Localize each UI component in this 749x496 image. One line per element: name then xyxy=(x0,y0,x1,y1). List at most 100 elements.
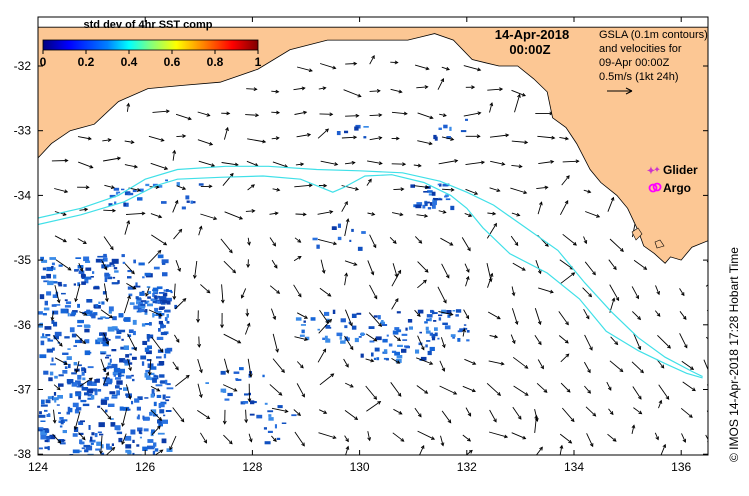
velocity-arrow xyxy=(271,111,280,114)
velocity-arrow xyxy=(536,382,548,393)
velocity-arrow xyxy=(584,385,591,394)
sst-patch xyxy=(119,374,125,377)
sst-patch xyxy=(67,312,70,317)
sst-patch xyxy=(62,439,66,442)
sst-patch xyxy=(127,276,132,279)
velocity-arrow-head xyxy=(225,369,230,374)
velocity-arrow-head xyxy=(304,337,309,342)
velocity-arrow xyxy=(365,385,377,400)
velocity-arrow-head xyxy=(449,312,454,317)
sst-patch xyxy=(61,419,68,422)
sst-patch xyxy=(152,377,157,383)
velocity-arrow xyxy=(317,456,324,460)
velocity-arrow-head xyxy=(424,85,429,89)
velocity-arrow-head xyxy=(534,414,539,419)
sst-patch xyxy=(101,301,105,305)
velocity-arrow-head xyxy=(354,187,360,191)
sst-patch xyxy=(44,326,52,330)
sst-patch xyxy=(109,391,116,395)
sst-patch xyxy=(147,338,150,342)
sst-patch xyxy=(437,337,440,340)
sst-patch xyxy=(170,291,173,294)
velocity-arrow-head xyxy=(105,371,110,376)
sst-patch xyxy=(39,411,42,415)
velocity-arrow xyxy=(631,286,639,299)
sst-patch xyxy=(125,444,132,449)
sst-patch xyxy=(396,355,403,359)
sst-patch xyxy=(466,339,470,342)
sst-patch xyxy=(244,393,249,396)
sst-patch xyxy=(85,276,92,280)
velocity-arrow xyxy=(391,298,399,310)
velocity-arrow xyxy=(152,110,170,113)
velocity-arrow xyxy=(463,65,481,71)
sst-patch xyxy=(143,416,150,421)
velocity-arrow-head xyxy=(158,416,163,421)
velocity-arrow xyxy=(53,384,61,391)
sst-patch xyxy=(52,347,55,351)
sst-patch xyxy=(449,126,452,131)
sst-patch xyxy=(116,390,120,396)
velocity-arrow-head xyxy=(540,365,544,370)
sst-patch xyxy=(64,305,71,308)
velocity-arrow xyxy=(102,139,111,142)
velocity-arrow xyxy=(319,63,336,69)
sst-patch xyxy=(58,383,64,387)
velocity-arrow xyxy=(151,425,161,436)
sst-patch xyxy=(429,346,435,351)
velocity-arrow-head xyxy=(334,162,339,166)
velocity-arrow-head xyxy=(133,164,139,169)
sst-patch xyxy=(60,308,68,314)
sst-patch xyxy=(446,136,451,140)
velocity-arrow xyxy=(172,407,185,422)
velocity-arrow xyxy=(559,433,572,444)
sst-patch xyxy=(160,324,166,328)
sst-patch xyxy=(419,331,422,334)
sst-patch xyxy=(51,266,54,269)
sst-patch xyxy=(276,437,281,440)
velocity-arrow-head xyxy=(99,450,103,455)
sst-patch xyxy=(62,430,67,434)
velocity-arrow xyxy=(246,88,257,90)
velocity-arrow xyxy=(341,136,357,139)
velocity-arrow xyxy=(368,312,382,327)
velocity-arrow xyxy=(271,137,279,140)
y-axis: -32 -33 -34 -35 -36 -37 -38 xyxy=(14,59,708,461)
velocity-arrow-head xyxy=(442,113,447,118)
velocity-arrow-head xyxy=(398,410,403,415)
sst-patch xyxy=(322,337,325,340)
sst-patch xyxy=(401,333,408,336)
sst-patch xyxy=(101,444,104,449)
velocity-arrow xyxy=(511,212,520,216)
velocity-arrow-head xyxy=(682,438,687,443)
velocity-arrow xyxy=(607,433,617,442)
sst-patch xyxy=(137,197,143,201)
velocity-arrow xyxy=(391,270,401,287)
sst-patch xyxy=(69,454,74,455)
velocity-arrow-head xyxy=(302,212,307,217)
sst-patch xyxy=(325,326,332,329)
velocity-arrow xyxy=(414,185,429,188)
velocity-arrow xyxy=(54,357,68,365)
sst-patch xyxy=(125,375,132,379)
velocity-arrow-head xyxy=(88,377,93,382)
sst-patch xyxy=(79,420,85,423)
velocity-arrow-head xyxy=(62,212,67,216)
sst-patch xyxy=(48,377,53,382)
velocity-arrow-head xyxy=(465,315,470,320)
velocity-arrow-head xyxy=(147,371,152,376)
sst-patch xyxy=(164,317,168,321)
velocity-arrow-head xyxy=(253,87,258,92)
velocity-arrow-head xyxy=(276,187,281,192)
velocity-arrow xyxy=(151,336,164,353)
y-tick-label: -35 xyxy=(14,253,32,267)
velocity-arrow xyxy=(145,287,150,297)
sst-patch xyxy=(140,355,147,360)
argo-float-icon xyxy=(652,182,662,192)
velocity-arrow xyxy=(175,260,181,272)
sst-patch xyxy=(158,403,165,408)
sst-patch xyxy=(49,257,56,260)
sst-patch xyxy=(95,448,101,451)
sst-patch xyxy=(110,418,114,420)
velocity-arrow-head xyxy=(607,386,612,391)
